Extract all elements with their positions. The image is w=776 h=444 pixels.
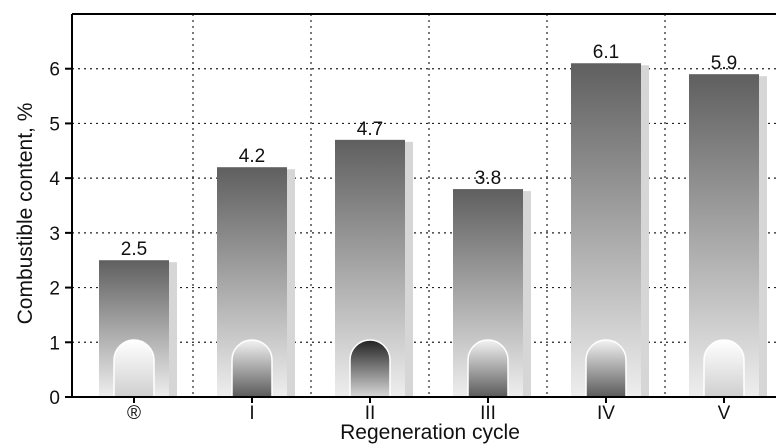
data-label: 3.8	[475, 168, 501, 189]
bar-shadow	[523, 191, 531, 397]
bar-arch-decoration	[585, 339, 627, 398]
x-tick-label: V	[718, 403, 731, 424]
gridlines	[72, 14, 776, 397]
y-tick-label: 5	[49, 114, 60, 135]
x-tick-labels: ® I II III IV V	[127, 397, 731, 424]
bar-arch-decoration	[703, 339, 745, 398]
y-tick-label: 4	[49, 169, 60, 190]
y-axis-title: Combustible content, %	[14, 103, 37, 325]
y-tick-label: 2	[49, 279, 60, 300]
bars	[99, 63, 767, 398]
y-tick-label: 0	[49, 388, 60, 409]
bar-arch-decoration	[231, 339, 273, 398]
x-tick-label: II	[365, 403, 376, 424]
y-tick-label: 3	[49, 224, 60, 245]
y-tick-label: 1	[49, 333, 60, 354]
y-tick-labels: 0 1 2 3 4 5 6	[49, 60, 72, 409]
bar-shadow	[759, 76, 767, 397]
data-label: 4.2	[239, 146, 265, 167]
data-label: 4.7	[357, 119, 383, 140]
x-tick-label: I	[249, 403, 254, 424]
x-tick-label: IV	[597, 403, 615, 424]
data-label: 5.9	[711, 53, 737, 74]
data-label: 2.5	[121, 239, 147, 260]
x-tick-label: III	[480, 403, 496, 424]
x-axis-title: Regeneration cycle	[340, 421, 520, 444]
bar-shadow	[169, 262, 177, 397]
bar-shadow	[641, 65, 649, 397]
bar-shadow	[405, 141, 413, 397]
bar-arch-decoration	[467, 339, 509, 398]
bar-arch-decoration	[113, 339, 155, 398]
y-tick-label: 6	[49, 60, 60, 81]
bar-shadow	[287, 169, 295, 397]
data-label: 6.1	[593, 42, 619, 63]
bar-arch-decoration	[349, 339, 391, 398]
data-labels: 2.5 4.2 4.7 3.8 6.1 5.9	[121, 42, 737, 260]
x-tick-label: ®	[127, 403, 141, 424]
